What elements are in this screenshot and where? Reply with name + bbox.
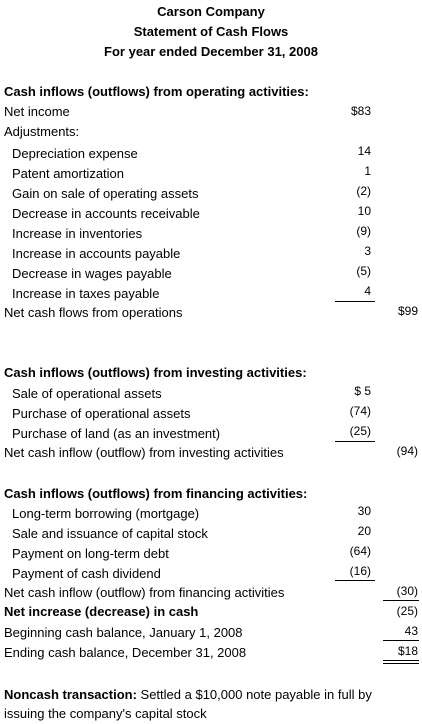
operating-item-label: Increase in inventories: [12, 226, 143, 241]
net-change-value: (25): [396, 604, 418, 618]
investing-item-label: Purchase of operational assets: [12, 406, 191, 421]
operating-item-value: 14: [357, 144, 371, 158]
subtotal-rule: [335, 301, 375, 302]
net-income-value: $83: [350, 104, 371, 118]
operating-item-label: Increase in taxes payable: [12, 286, 160, 301]
investing-item-value: (74): [349, 404, 371, 418]
financing-item-value: 30: [357, 504, 371, 518]
ending-balance-label: Ending cash balance, December 31, 2008: [4, 645, 247, 660]
company-name: Carson Company: [157, 4, 265, 19]
financing-item-label: Payment on long-term debt: [12, 546, 169, 561]
financing-item-value: 20: [357, 524, 371, 538]
total-rule: [383, 600, 419, 601]
operating-item-value: 3: [364, 244, 371, 258]
noncash-note: Noncash transaction: Settled a $10,000 n…: [4, 685, 414, 723]
investing-item-label: Sale of operational assets: [12, 386, 162, 401]
financing-item-label: Sale and issuance of capital stock: [12, 526, 208, 541]
net-change-label: Net increase (decrease) in cash: [4, 604, 199, 619]
operating-item-value: (5): [356, 264, 371, 278]
operating-item-label: Patent amortization: [12, 166, 125, 181]
ending-balance-value: $18: [397, 644, 418, 658]
investing-item-label: Purchase of land (as an investment): [12, 426, 221, 441]
noncash-text: Settled a $10,000 note payable in full b…: [4, 687, 372, 721]
operating-item-label: Depreciation expense: [12, 146, 138, 161]
total-rule: [383, 640, 419, 641]
operating-item-label: Gain on sale of operating assets: [12, 186, 199, 201]
double-rule-bottom: [383, 663, 419, 664]
operating-total-value: $99: [397, 304, 418, 318]
operating-heading: Cash inflows (outflows) from operating a…: [4, 84, 309, 99]
noncash-label: Noncash transaction:: [4, 687, 137, 702]
subtotal-rule: [335, 441, 375, 442]
operating-item-label: Decrease in accounts receivable: [12, 206, 200, 221]
operating-item-label: Increase in accounts payable: [12, 246, 181, 261]
financing-item-value: (64): [349, 544, 371, 558]
operating-item-value: (2): [356, 184, 371, 198]
investing-heading: Cash inflows (outflows) from investing a…: [4, 365, 307, 380]
financing-item-label: Payment of cash dividend: [12, 566, 161, 581]
operating-item-value: 4: [364, 284, 371, 298]
financing-total-value: (30): [396, 584, 418, 598]
beginning-balance-label: Beginning cash balance, January 1, 2008: [4, 625, 243, 640]
operating-item-value: (9): [356, 224, 371, 238]
financing-total-label: Net cash inflow (outflow) from financing…: [4, 585, 285, 600]
investing-total-value: (94): [396, 444, 418, 458]
operating-item-value: 1: [364, 164, 371, 178]
statement-period: For year ended December 31, 2008: [104, 44, 318, 59]
beginning-balance-value: 43: [404, 624, 418, 638]
operating-total-label: Net cash flows from operations: [4, 305, 183, 320]
operating-item-label: Decrease in wages payable: [12, 266, 172, 281]
net-income-label: Net income: [4, 104, 70, 119]
financing-item-value: (16): [349, 564, 371, 578]
financing-heading: Cash inflows (outflows) from financing a…: [4, 486, 308, 501]
double-rule-top: [383, 660, 419, 661]
investing-item-value: (25): [349, 424, 371, 438]
statement-title: Statement of Cash Flows: [133, 24, 289, 39]
investing-item-value: $ 5: [354, 384, 371, 398]
adjustments-label: Adjustments:: [4, 124, 80, 139]
financing-item-label: Long-term borrowing (mortgage): [12, 506, 200, 521]
operating-item-value: 10: [357, 204, 371, 218]
investing-total-label: Net cash inflow (outflow) from investing…: [4, 445, 284, 460]
subtotal-rule: [335, 580, 375, 581]
